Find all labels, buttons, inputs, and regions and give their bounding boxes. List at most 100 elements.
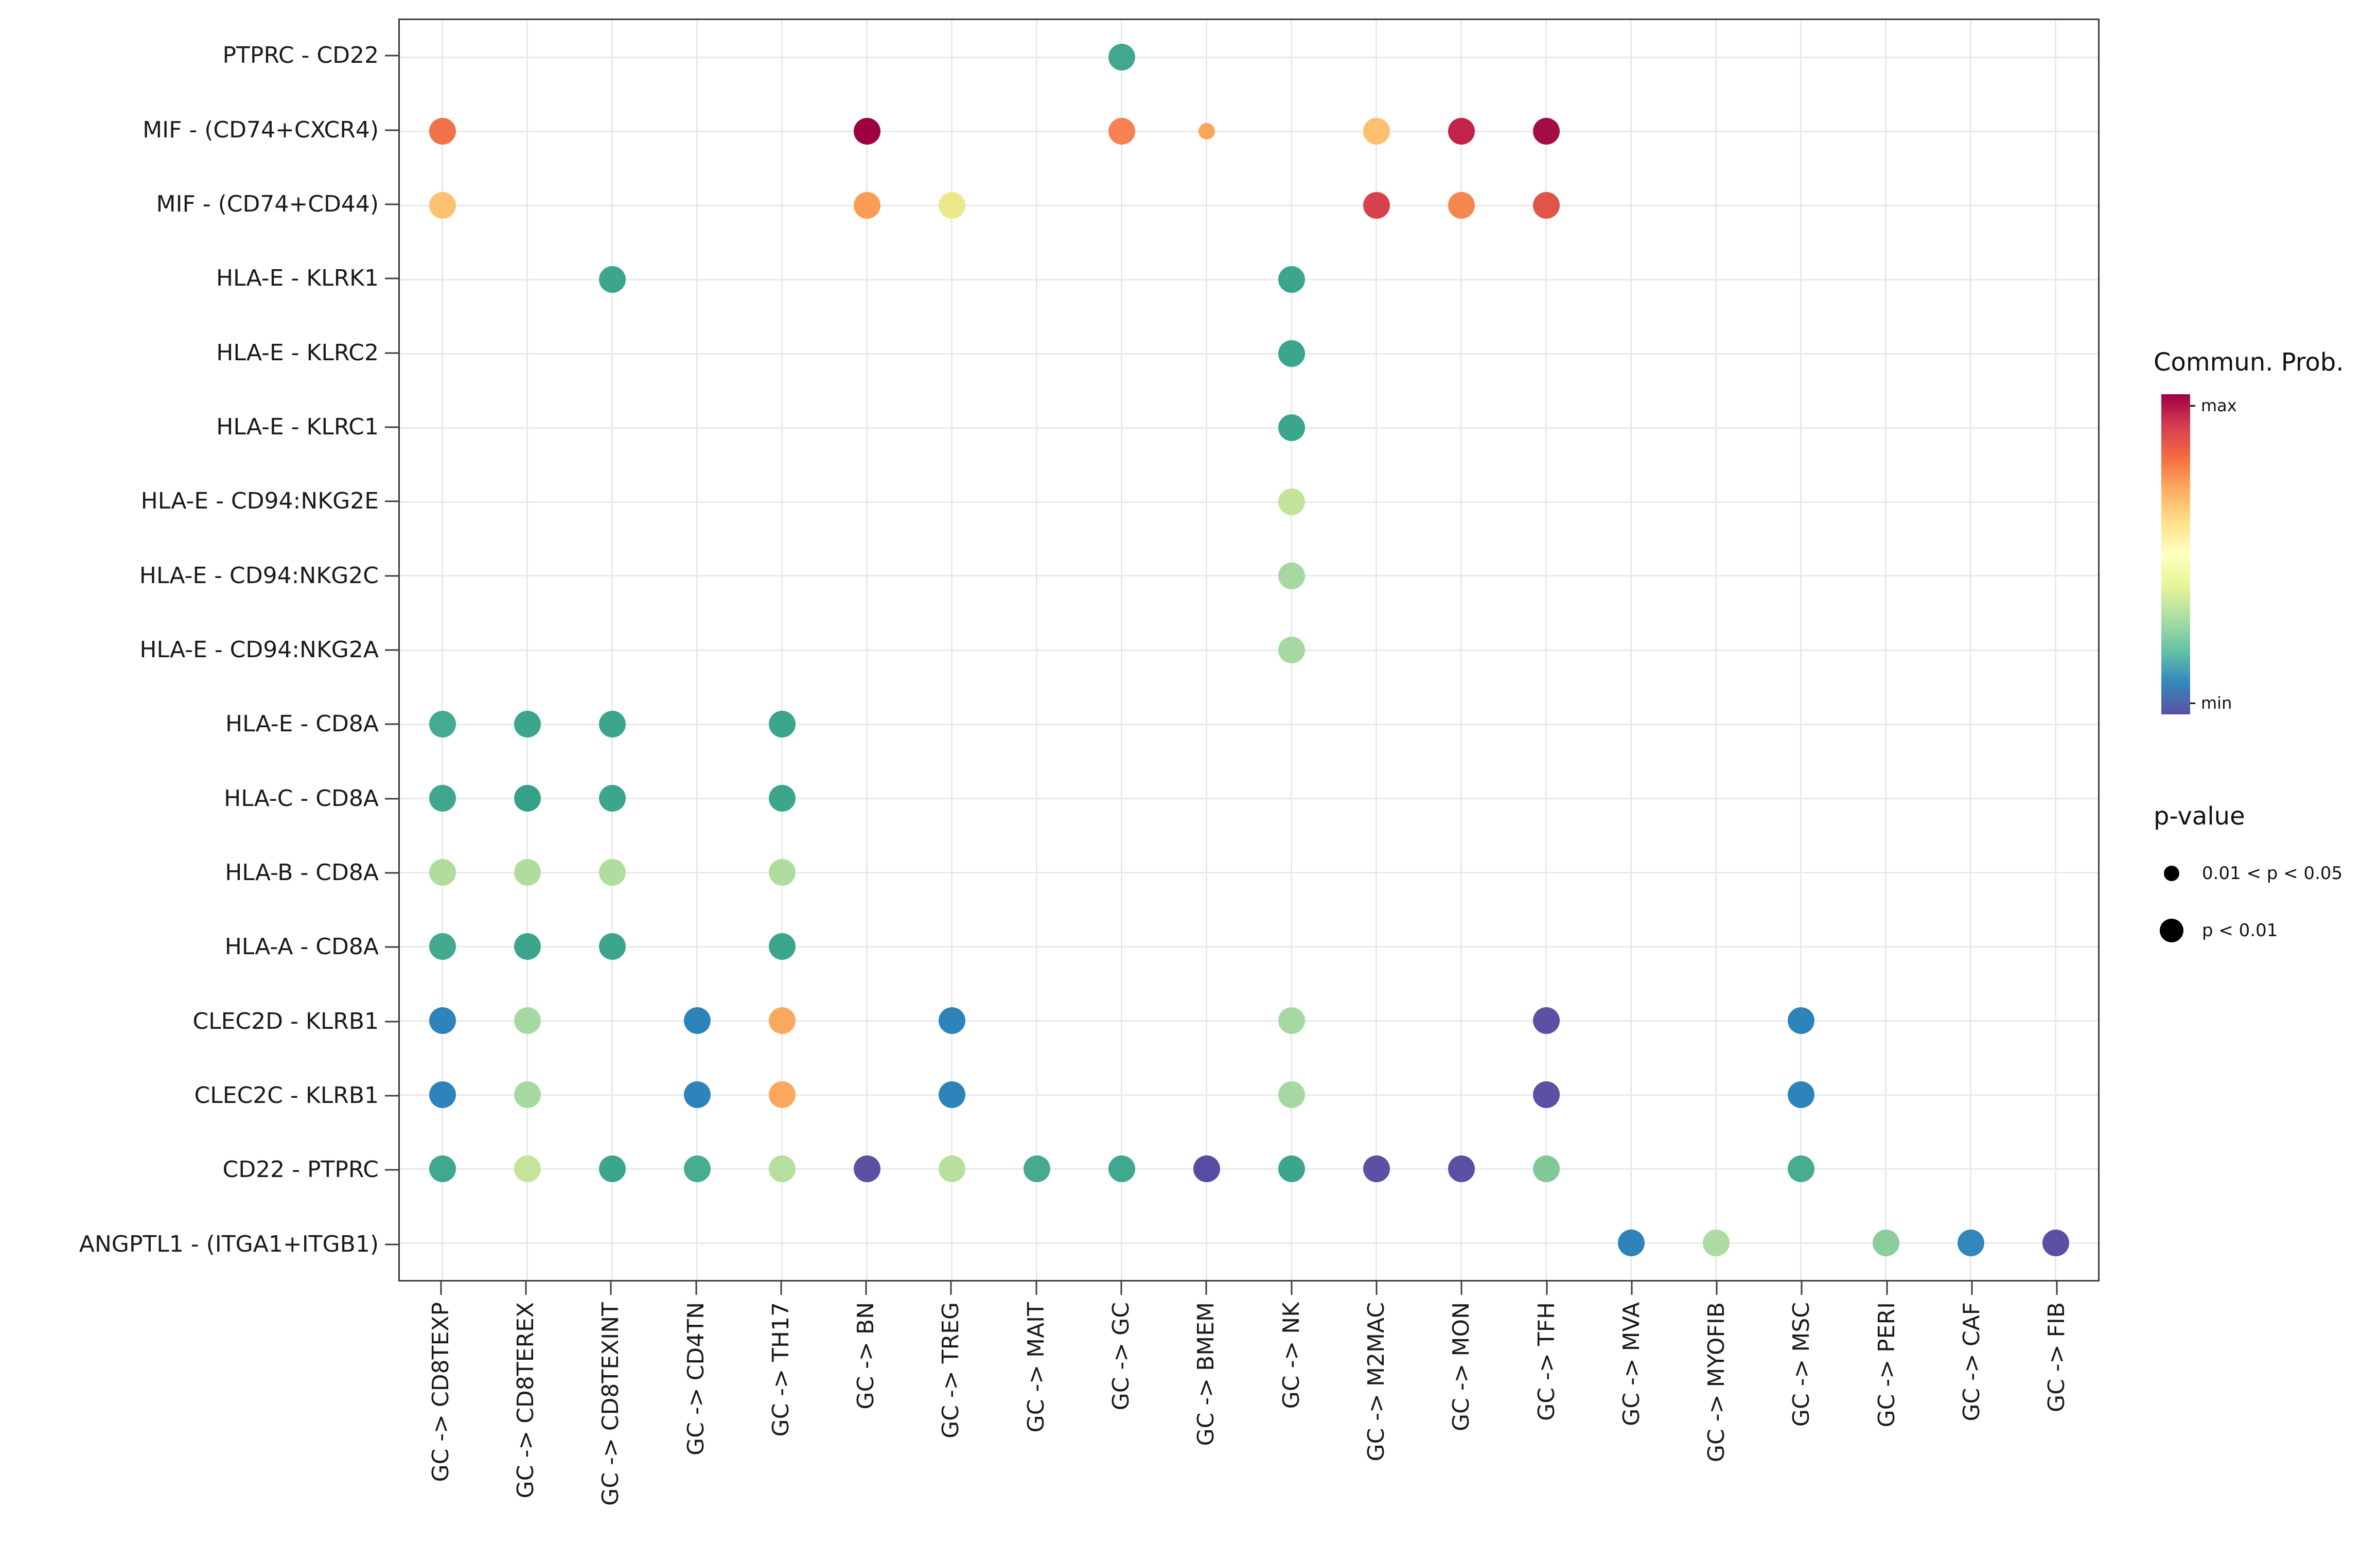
data-point bbox=[1448, 118, 1475, 145]
y-axis-label: CLEC2C - KLRB1 bbox=[194, 1082, 379, 1109]
gridline-horizontal bbox=[400, 1242, 2098, 1244]
x-axis-labels: GC -> CD8TEXP GC -> CD8TEREX GC -> CD8TEXI… bbox=[398, 1302, 2100, 1544]
gridline-horizontal bbox=[400, 353, 2098, 355]
data-point bbox=[1278, 1081, 1305, 1108]
pvalue-dot-large bbox=[2160, 919, 2183, 942]
data-point bbox=[429, 933, 456, 960]
x-axis-label: GC -> CAF bbox=[1959, 1302, 1985, 1422]
x-axis-tick bbox=[1205, 1282, 1207, 1295]
x-axis-tick bbox=[610, 1282, 612, 1295]
y-axis-label: HLA-E - KLRK1 bbox=[216, 265, 379, 292]
data-point bbox=[683, 1081, 711, 1108]
x-axis-label: GC -> TH17 bbox=[767, 1302, 794, 1437]
x-axis-label: GC -> MSC bbox=[1788, 1302, 1815, 1427]
data-point bbox=[514, 859, 541, 886]
data-point bbox=[1108, 118, 1135, 145]
data-point bbox=[2042, 1230, 2069, 1256]
y-axis-label: HLA-E - CD94:NKG2C bbox=[139, 562, 379, 589]
data-point bbox=[938, 1155, 965, 1182]
y-axis-label: HLA-E - CD94:NKG2E bbox=[140, 488, 379, 515]
data-point bbox=[598, 1155, 626, 1182]
x-axis-tick bbox=[1971, 1282, 1973, 1295]
data-point bbox=[683, 1007, 711, 1034]
y-axis-tick bbox=[385, 426, 398, 428]
gridline-horizontal bbox=[400, 1168, 2098, 1170]
data-point bbox=[1278, 340, 1305, 367]
gridline-horizontal bbox=[400, 945, 2098, 948]
data-point bbox=[598, 859, 626, 886]
gridline-horizontal bbox=[400, 649, 2098, 651]
y-axis-tick bbox=[385, 649, 398, 651]
x-axis-tick bbox=[1460, 1282, 1462, 1295]
x-axis-label: GC -> M2MAC bbox=[1363, 1302, 1389, 1462]
x-axis-label: GC -> CD4TN bbox=[682, 1302, 709, 1455]
y-axis-label: HLA-A - CD8A bbox=[224, 934, 379, 960]
data-point bbox=[1363, 118, 1390, 145]
colorbar-wrap: max min bbox=[2154, 394, 2375, 714]
x-axis-label: GC -> MVA bbox=[1618, 1302, 1645, 1426]
colorbar-title: Commun. Prob. bbox=[2154, 348, 2344, 377]
data-point bbox=[1278, 266, 1305, 293]
data-point bbox=[1363, 1155, 1390, 1182]
data-point bbox=[598, 711, 626, 738]
data-point bbox=[1787, 1081, 1814, 1108]
gridline-horizontal bbox=[400, 427, 2098, 429]
y-axis-ticks bbox=[385, 19, 398, 1282]
y-axis-label: PTPRC - CD22 bbox=[222, 42, 379, 68]
y-axis-tick bbox=[385, 1243, 398, 1245]
data-point bbox=[768, 933, 796, 960]
data-point bbox=[598, 266, 626, 293]
data-point bbox=[768, 1007, 796, 1034]
y-axis-label: MIF - (CD74+CXCR4) bbox=[143, 116, 379, 143]
y-axis-labels: PTPRC - CD22 MIF - (CD74+CXCR4) MIF - (CD7… bbox=[0, 19, 379, 1282]
data-point bbox=[1532, 118, 1560, 145]
y-axis-tick bbox=[385, 1169, 398, 1171]
x-axis-tick bbox=[950, 1282, 952, 1295]
data-point bbox=[1532, 1155, 1560, 1182]
data-point bbox=[1532, 1081, 1560, 1108]
data-point bbox=[853, 118, 880, 145]
colorbar-max-label: max bbox=[2201, 396, 2237, 415]
data-point bbox=[1363, 192, 1390, 219]
y-axis-tick bbox=[385, 500, 398, 502]
data-point bbox=[938, 1081, 965, 1108]
x-axis-tick bbox=[1886, 1282, 1888, 1295]
y-axis-label: HLA-E - KLRC2 bbox=[216, 339, 379, 366]
y-axis-tick bbox=[385, 798, 398, 800]
x-axis-tick bbox=[1035, 1282, 1037, 1295]
data-point bbox=[514, 785, 541, 812]
data-point bbox=[768, 711, 796, 738]
data-point bbox=[1023, 1155, 1050, 1182]
pvalue-dot-box bbox=[2154, 919, 2190, 942]
data-point bbox=[429, 1081, 456, 1108]
gridline-horizontal bbox=[400, 871, 2098, 873]
y-axis-tick bbox=[385, 129, 398, 131]
data-point bbox=[683, 1155, 711, 1182]
gridline-horizontal bbox=[400, 1094, 2098, 1096]
data-point bbox=[598, 933, 626, 960]
colorbar-gradient bbox=[2161, 394, 2190, 714]
data-point bbox=[1198, 123, 1215, 139]
data-point bbox=[853, 1155, 880, 1182]
x-axis-tick bbox=[1376, 1282, 1378, 1295]
gridline-horizontal bbox=[400, 56, 2098, 58]
colorbar-max-tick bbox=[2190, 405, 2195, 407]
data-point bbox=[514, 933, 541, 960]
x-axis-tick bbox=[1546, 1282, 1548, 1295]
data-point bbox=[1108, 44, 1135, 71]
data-point bbox=[1787, 1007, 1814, 1034]
gridline-horizontal bbox=[400, 501, 2098, 503]
data-point bbox=[768, 785, 796, 812]
x-axis-tick bbox=[1631, 1282, 1633, 1295]
data-point bbox=[429, 711, 456, 738]
pvalue-legend-item: 0.01 < p < 0.05 bbox=[2154, 859, 2375, 888]
data-point bbox=[429, 1155, 456, 1182]
legend: Commun. Prob. max min p-value 0.01 < p <… bbox=[2154, 348, 2375, 945]
x-axis-label: GC -> TFH bbox=[1533, 1302, 1560, 1421]
data-point bbox=[1617, 1230, 1645, 1256]
gridline-horizontal bbox=[400, 723, 2098, 725]
x-axis-tick bbox=[865, 1282, 867, 1295]
data-point bbox=[1193, 1155, 1220, 1182]
x-axis-label: GC -> MON bbox=[1448, 1302, 1475, 1432]
data-point bbox=[429, 785, 456, 812]
